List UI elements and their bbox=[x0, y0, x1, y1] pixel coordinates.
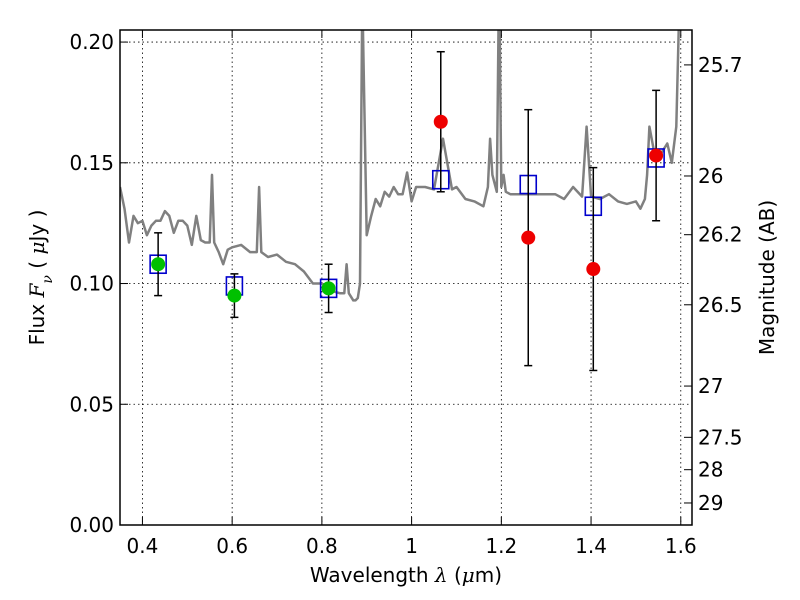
data-point bbox=[521, 230, 536, 245]
data-point bbox=[586, 262, 601, 277]
x-tick-label: 1.2 bbox=[485, 534, 517, 558]
y-tick-label: 0.15 bbox=[69, 151, 114, 175]
x-tick-label: 1.6 bbox=[665, 534, 697, 558]
y2-tick-label: 27.5 bbox=[698, 425, 743, 449]
y2-tick-label: 26.2 bbox=[698, 223, 743, 247]
secondary-y-axis-label: Magnitude (AB) bbox=[755, 200, 779, 355]
y2-tick-label: 25.7 bbox=[698, 53, 743, 77]
y2-tick-label: 27 bbox=[698, 374, 723, 398]
axes: 0.4 0.6 0.8 1 1.2 1.4 1.6 0.00 0.05 0.10 0.15 0.20 2… bbox=[69, 30, 743, 558]
x-tick-label: 0.4 bbox=[127, 534, 159, 558]
data-point bbox=[151, 257, 166, 272]
x-tick-label: 1.4 bbox=[575, 534, 607, 558]
y2-tick-label: 26.5 bbox=[698, 293, 743, 317]
data-point bbox=[321, 281, 336, 296]
y2-tick-label: 28 bbox=[698, 458, 723, 482]
y2-tick-label: 29 bbox=[698, 491, 723, 515]
data-point bbox=[227, 288, 242, 303]
x-axis-label: Wavelength λ (μm) bbox=[310, 563, 502, 587]
grid bbox=[120, 30, 692, 526]
x-tick-label: 0.6 bbox=[216, 534, 248, 558]
x-tick-label: 1 bbox=[405, 534, 418, 558]
data-point bbox=[433, 114, 448, 129]
x-tick-label: 0.8 bbox=[306, 534, 338, 558]
y-tick-label: 0.20 bbox=[69, 30, 114, 54]
plot-frame bbox=[119, 29, 693, 526]
y-axis-label: Flux Fν ( μJy ) bbox=[25, 210, 56, 346]
y-tick-label: 0.10 bbox=[69, 272, 114, 296]
data-point bbox=[649, 148, 664, 163]
y-tick-label: 0.00 bbox=[69, 513, 114, 537]
spectrum-line bbox=[120, 30, 680, 302]
y-tick-label: 0.05 bbox=[69, 392, 114, 416]
y2-tick-label: 26 bbox=[698, 164, 723, 188]
plot-area bbox=[120, 30, 680, 372]
